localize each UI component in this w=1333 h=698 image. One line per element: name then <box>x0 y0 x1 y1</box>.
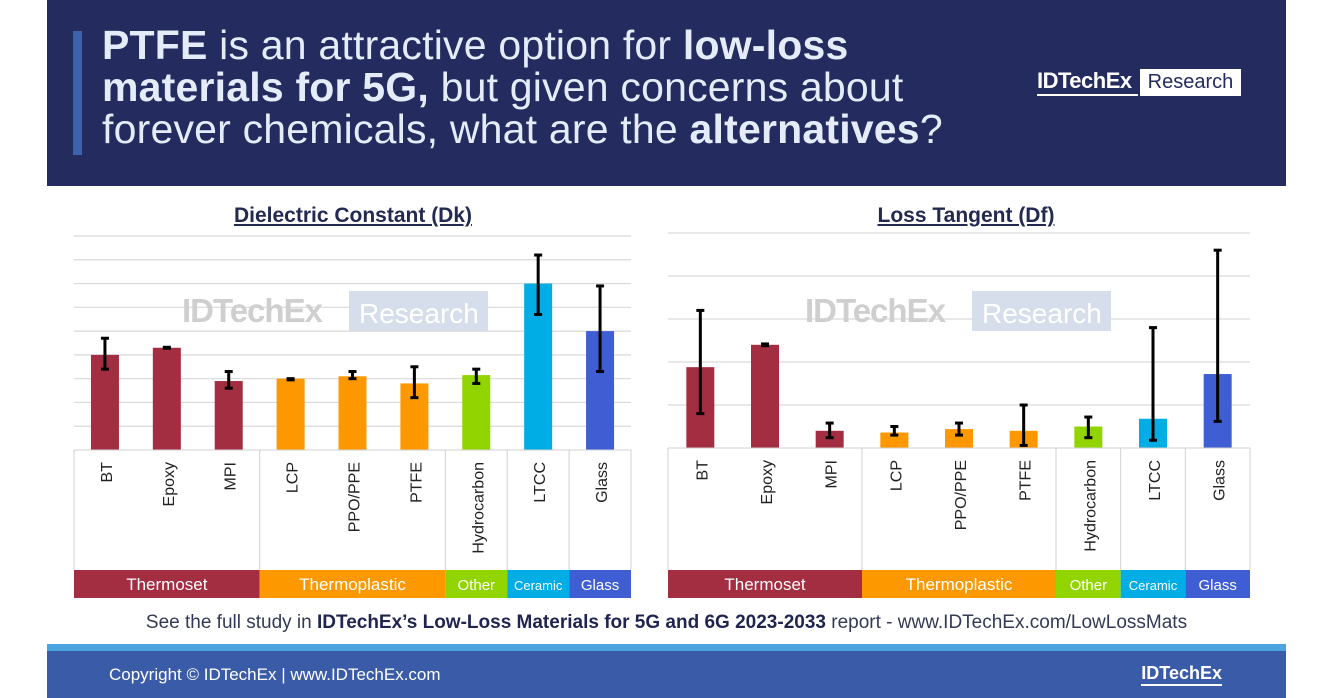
group-band-other <box>1056 570 1121 598</box>
group-band-ceramic <box>507 570 570 598</box>
category-label: Epoxy <box>759 460 776 504</box>
watermark-suffix: Research <box>359 298 479 329</box>
logo-name: IDTechEx <box>1037 68 1138 96</box>
note-pre: See the full study in <box>145 612 317 633</box>
category-label: BT <box>694 460 711 481</box>
bar-ppo-ppe <box>338 376 367 450</box>
title-part: is an attractive option for <box>207 22 683 68</box>
page-title: PTFE is an attractive option for low-los… <box>102 24 1002 150</box>
category-label: BT <box>99 462 116 483</box>
note-post: report - www.IDTechEx.com/LowLossMats <box>825 612 1188 633</box>
bar-bt <box>90 354 119 450</box>
bar-ppo-ppe <box>945 429 973 448</box>
title-part: PTFE <box>102 22 208 68</box>
report-name: IDTechEx’s Low-Loss Materials for 5G and… <box>317 612 826 633</box>
bar-epoxy <box>152 347 181 450</box>
group-band-glass <box>1185 570 1250 598</box>
bar-mpi <box>815 430 844 448</box>
category-label: MPI <box>824 460 841 488</box>
copyright-text: Copyright © IDTechEx | www.IDTechEx.com <box>109 665 441 684</box>
group-label: Thermoplastic <box>906 575 1013 594</box>
category-label: Glass <box>1212 460 1229 501</box>
header-banner: PTFE is an attractive option for low-los… <box>47 0 1286 186</box>
footer-strip <box>47 644 1286 651</box>
group-label: Ceramic <box>1129 578 1178 593</box>
category-label: PPO/PPE <box>347 462 364 532</box>
category-label: LTCC <box>532 462 549 503</box>
group-label: Glass <box>581 577 619 594</box>
bar-hydrocarbon <box>462 375 491 450</box>
watermark-box <box>972 291 1111 331</box>
dk-chart: IDTechEx Research BT Epoxy MPI LCP PPO/PPE PTFE… <box>73 235 632 598</box>
category-label: PTFE <box>1018 460 1035 501</box>
title-part: ? <box>919 106 943 152</box>
bar-lcp <box>880 432 909 448</box>
group-label: Ceramic <box>514 578 563 593</box>
chart-title-dk: Dielectric Constant (Dk) <box>233 204 473 227</box>
accent-bar <box>73 31 82 155</box>
title-part: but given concerns about forever chemica… <box>102 64 904 152</box>
category-label: LTCC <box>1147 460 1164 501</box>
bar-mpi <box>214 381 243 450</box>
idtechex-logo: IDTechEx Research <box>1037 68 1242 96</box>
df-chart: IDTechEx Research BT Epoxy MPI LCP PPO/PPE PTFE… <box>667 232 1251 598</box>
category-label: PTFE <box>408 462 425 503</box>
group-label: Glass <box>1198 577 1236 594</box>
category-label: Hydrocarbon <box>1082 460 1099 552</box>
group-label: Other <box>458 577 496 594</box>
group-band-other <box>445 570 508 598</box>
watermark-suffix: Research <box>982 298 1102 329</box>
category-label: Hydrocarbon <box>470 462 487 554</box>
footer-logo: IDTechEx <box>1141 663 1222 686</box>
chart-title-df: Loss Tangent (Df) <box>877 204 1055 227</box>
group-band-thermoplastic <box>259 570 446 598</box>
bar-epoxy <box>751 344 779 448</box>
category-label: Glass <box>594 462 611 503</box>
category-label: LCP <box>285 462 302 493</box>
report-note: See the full study in IDTechEx’s Low-Los… <box>0 612 1333 634</box>
watermark-box <box>349 291 488 331</box>
watermark-name: IDTechEx <box>182 292 324 329</box>
group-band-glass <box>569 570 631 598</box>
group-label: Thermoplastic <box>299 575 406 594</box>
category-label: PPO/PPE <box>953 460 970 530</box>
group-band-ceramic <box>1120 570 1186 598</box>
title-part: low-loss materials for 5G, <box>102 22 849 110</box>
title-part: alternatives <box>689 106 920 152</box>
group-label: Thermoset <box>126 575 208 594</box>
footer: Copyright © IDTechEx | www.IDTechEx.com … <box>47 651 1286 698</box>
bar-lcp <box>276 378 305 450</box>
category-label: Epoxy <box>161 462 178 506</box>
group-band-thermoset <box>668 570 862 598</box>
group-label: Other <box>1070 577 1108 594</box>
watermark-name: IDTechEx <box>805 292 947 329</box>
logo-suffix: Research <box>1139 68 1242 96</box>
group-band-thermoplastic <box>862 570 1056 598</box>
group-band-thermoset <box>74 570 260 598</box>
group-label: Thermoset <box>724 575 806 594</box>
category-label: MPI <box>223 462 240 490</box>
category-label: LCP <box>888 460 905 491</box>
